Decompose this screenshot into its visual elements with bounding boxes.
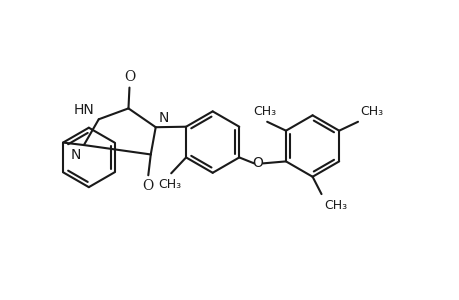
Text: N: N xyxy=(158,111,168,125)
Text: O: O xyxy=(142,179,154,193)
Text: CH₃: CH₃ xyxy=(324,199,347,212)
Text: O: O xyxy=(123,70,135,84)
Text: O: O xyxy=(252,156,263,170)
Text: CH₃: CH₃ xyxy=(253,105,276,118)
Text: CH₃: CH₃ xyxy=(158,178,181,191)
Text: CH₃: CH₃ xyxy=(359,105,382,118)
Text: N: N xyxy=(70,148,81,162)
Text: HN: HN xyxy=(74,103,95,117)
